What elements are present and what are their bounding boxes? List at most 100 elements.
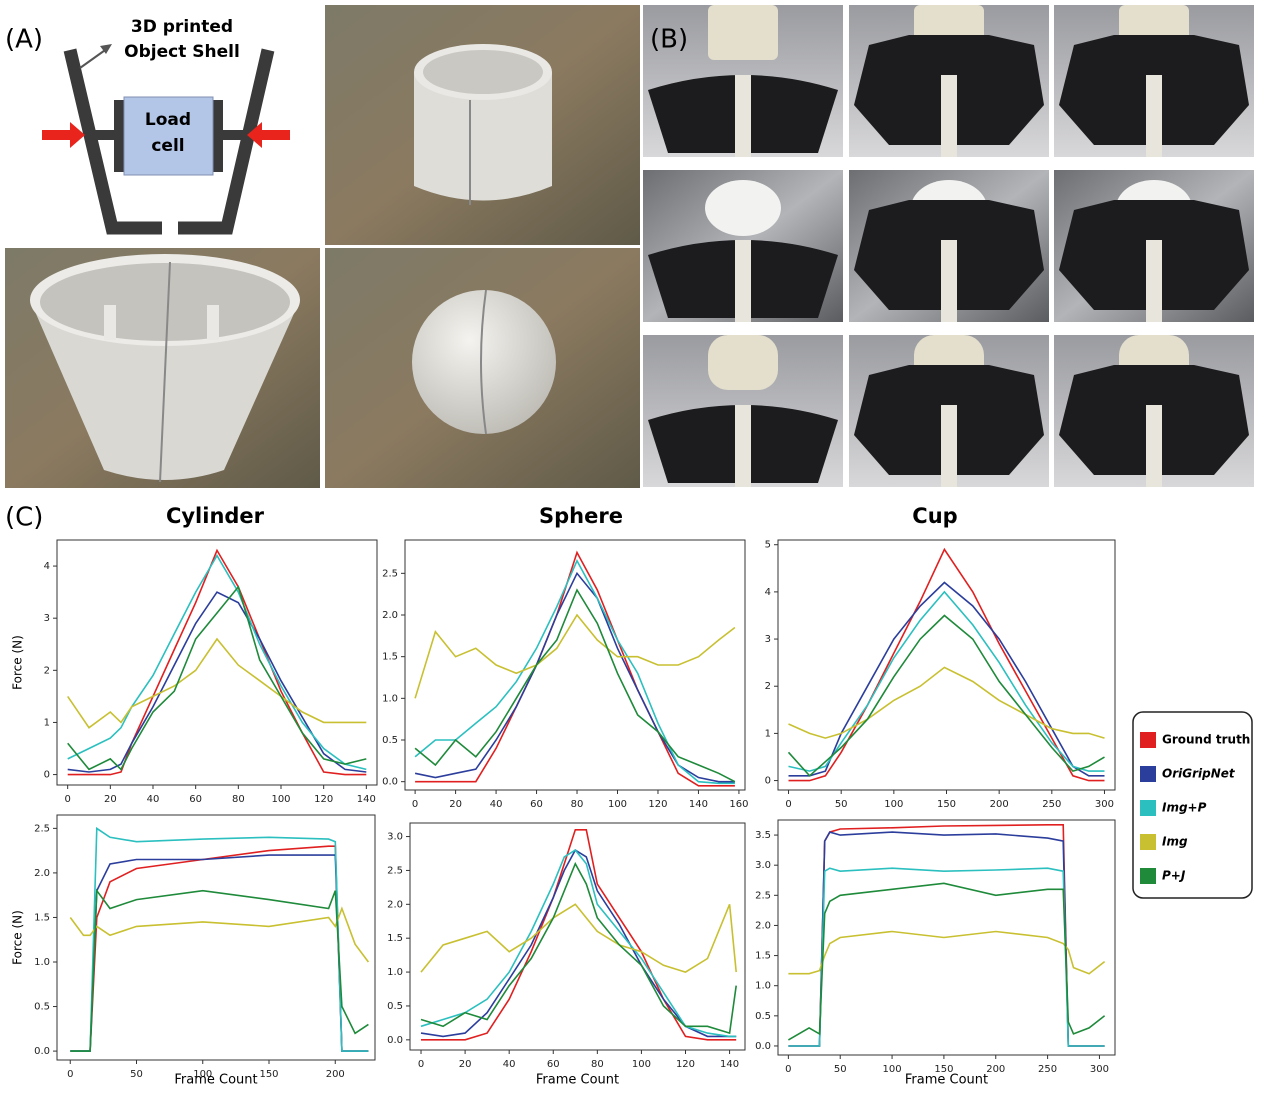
chart-title: Cylinder <box>166 504 265 528</box>
y-tick-label: 5 <box>765 540 771 551</box>
y-tick-label: 2.0 <box>755 920 771 931</box>
stand <box>1146 405 1162 487</box>
x-tick-label: 100 <box>884 799 903 810</box>
shell-label: 3D printed <box>131 17 233 37</box>
y-tick-label: 2 <box>44 665 50 676</box>
legend-swatch <box>1140 766 1156 782</box>
object <box>708 5 778 60</box>
y-tick-label: 0.5 <box>34 1002 50 1013</box>
y-tick-label: 3.5 <box>755 830 771 841</box>
x-tick-label: 120 <box>648 799 667 810</box>
legend-swatch <box>1140 834 1156 850</box>
x-tick-label: 100 <box>632 1059 651 1070</box>
y-tick-label: 3.0 <box>755 860 771 871</box>
x-tick-label: 20 <box>459 1059 472 1070</box>
x-tick-label: 200 <box>990 799 1009 810</box>
x-tick-label: 120 <box>314 794 333 805</box>
x-tick-label: 160 <box>729 799 748 810</box>
y-tick-label: 0.0 <box>755 1041 771 1052</box>
x-tick-label: 40 <box>503 1059 516 1070</box>
y-tick-label: 3.0 <box>387 832 403 843</box>
x-tick-label: 100 <box>883 1064 902 1075</box>
stand <box>1146 240 1162 322</box>
y-tick-label: 1.0 <box>34 957 50 968</box>
x-tick-label: 50 <box>130 1069 143 1080</box>
load-cell-label: Load <box>145 110 191 130</box>
x-tick-label: 80 <box>591 1059 604 1070</box>
legend-label: OriGripNet <box>1162 767 1236 781</box>
x-tick-label: 300 <box>1090 1064 1109 1075</box>
x-tick-label: 150 <box>259 1069 278 1080</box>
x-tick-label: 250 <box>1038 1064 1057 1075</box>
y-tick-label: 2.5 <box>755 890 771 901</box>
photo-grid <box>643 5 1254 487</box>
x-tick-label: 0 <box>67 1069 73 1080</box>
stand <box>735 75 751 157</box>
y-tick-label: 1.5 <box>387 933 403 944</box>
legend-swatch <box>1140 800 1156 816</box>
stand <box>941 75 957 157</box>
y-tick-label: 2.0 <box>34 868 50 879</box>
load-cell-label: cell <box>151 136 184 156</box>
y-tick-label: 2.5 <box>387 865 403 876</box>
x-tick-label: 250 <box>1042 799 1061 810</box>
x-tick-label: 80 <box>571 799 584 810</box>
panel-label: (C) <box>5 503 43 533</box>
chart-title: Sphere <box>539 504 623 528</box>
x-tick-label: 50 <box>835 799 848 810</box>
x-tick-label: 20 <box>449 799 462 810</box>
object <box>705 180 781 236</box>
y-tick-label: 3 <box>765 634 771 645</box>
x-tick-label: 0 <box>785 799 791 810</box>
x-tick-label: 140 <box>357 794 376 805</box>
y-tick-label: 4 <box>44 561 50 572</box>
y-tick-label: 2.0 <box>382 610 398 621</box>
y-tick-label: 0.5 <box>755 1011 771 1022</box>
y-tick-label: 1 <box>765 728 771 739</box>
x-tick-label: 40 <box>147 794 160 805</box>
y-tick-label: 2 <box>765 681 771 692</box>
y-tick-label: 1.5 <box>382 652 398 663</box>
chart-title: Cup <box>912 504 957 528</box>
y-tick-label: 1.0 <box>755 981 771 992</box>
legend-swatch <box>1140 732 1156 748</box>
x-tick-label: 120 <box>676 1059 695 1070</box>
stand <box>735 240 751 322</box>
x-tick-label: 100 <box>608 799 627 810</box>
shell-label: Object Shell <box>124 42 240 62</box>
y-tick-label: 0.5 <box>387 1001 403 1012</box>
y-axis-label: Force (N) <box>11 635 25 690</box>
x-tick-label: 140 <box>689 799 708 810</box>
y-tick-label: 1 <box>44 717 50 728</box>
y-tick-label: 1.0 <box>387 967 403 978</box>
legend-swatch <box>1140 868 1156 884</box>
render-cylinder <box>325 5 640 245</box>
y-tick-label: 0.0 <box>387 1035 403 1046</box>
stand <box>735 405 751 487</box>
x-tick-label: 0 <box>64 794 70 805</box>
legend-label: Ground truth <box>1162 733 1250 747</box>
render-sphere <box>325 248 640 488</box>
x-axis-label: Frame Count <box>536 1073 619 1088</box>
object <box>708 335 778 390</box>
plot-frame <box>57 540 377 785</box>
x-tick-label: 100 <box>271 794 290 805</box>
y-tick-label: 0.5 <box>382 735 398 746</box>
x-tick-label: 20 <box>104 794 117 805</box>
render-cup <box>5 248 320 488</box>
y-tick-label: 0 <box>44 770 50 781</box>
x-tick-label: 200 <box>986 1064 1005 1075</box>
x-tick-label: 0 <box>412 799 418 810</box>
y-tick-label: 3 <box>44 613 50 624</box>
x-tick-label: 80 <box>232 794 245 805</box>
x-tick-label: 60 <box>547 1059 560 1070</box>
x-tick-label: 40 <box>490 799 503 810</box>
stand <box>941 240 957 322</box>
plot-frame <box>57 815 375 1060</box>
y-tick-label: 2.0 <box>387 899 403 910</box>
panel-label: (A) <box>5 25 43 55</box>
y-tick-label: 1.5 <box>34 912 50 923</box>
x-axis-label: Frame Count <box>905 1073 988 1088</box>
legend-label: P+J <box>1162 869 1186 883</box>
